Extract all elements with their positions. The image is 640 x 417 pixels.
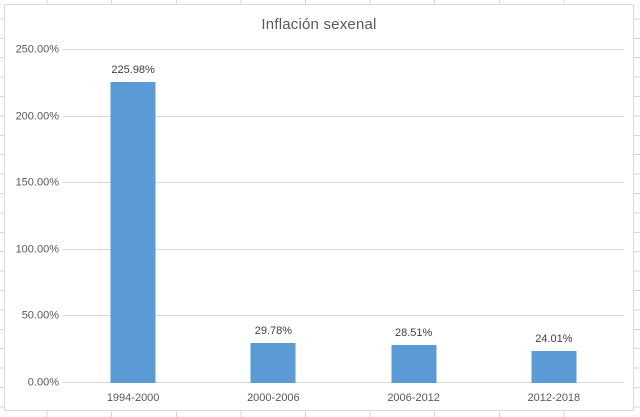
bar-data-label: 29.78% bbox=[254, 325, 293, 338]
y-axis-tick-label: 100.00% bbox=[15, 243, 59, 256]
y-axis-tick-label: 0.00% bbox=[27, 376, 59, 389]
bar-slot: 29.78% bbox=[203, 50, 343, 383]
plot-area: 225.98% 29.78% 28.51% 24.01% bbox=[63, 49, 624, 383]
y-axis-tick-label: 250.00% bbox=[15, 43, 59, 56]
x-axis-category-label: 2000-2006 bbox=[247, 392, 300, 404]
y-axis-tick-label: 50.00% bbox=[21, 309, 59, 322]
bar-data-label: 28.51% bbox=[394, 327, 433, 340]
y-axis: 0.00% 50.00% 100.00% 150.00% 200.00% 250.00% bbox=[11, 44, 59, 389]
x-axis-category-label: 2006-2012 bbox=[387, 392, 440, 404]
bar[interactable] bbox=[531, 351, 577, 383]
y-axis-tick-label: 200.00% bbox=[15, 110, 59, 123]
x-axis: 1994-2000 2000-2006 2006-2012 2012-2018 bbox=[63, 392, 624, 406]
bar-data-label: 225.98% bbox=[111, 64, 155, 76]
chart-frame[interactable]: Inflación sexenal 0.00% 50.00% 100.00% 150.… bbox=[4, 4, 634, 411]
bar-data-label: 24.01% bbox=[535, 333, 573, 346]
bar-slot: 225.98% bbox=[63, 50, 203, 383]
bar-slot: 24.01% bbox=[484, 50, 624, 383]
bar-slot: 28.51% bbox=[344, 50, 484, 383]
x-axis-category-label: 1994-2000 bbox=[106, 392, 160, 404]
bar[interactable] bbox=[110, 82, 156, 383]
chart-title: Inflación sexenal bbox=[261, 16, 377, 33]
bar[interactable] bbox=[391, 345, 437, 383]
y-axis-tick-label: 150.00% bbox=[15, 176, 59, 189]
x-axis-category-label: 2012-2018 bbox=[527, 392, 581, 404]
bar[interactable] bbox=[250, 343, 296, 383]
